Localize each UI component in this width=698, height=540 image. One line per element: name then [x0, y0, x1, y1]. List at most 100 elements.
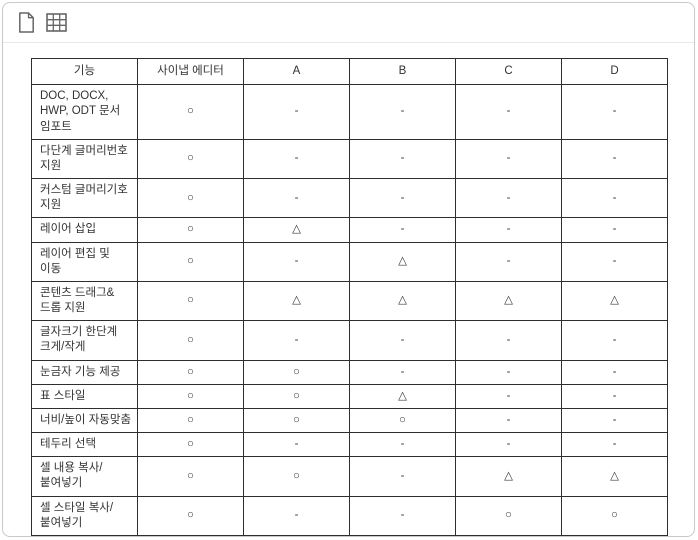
comparison-table-body: DOC, DOCX, HWP, ODT 문서 임포트 ○ - - - - 다단계 글머리번호…	[31, 84, 668, 536]
support-symbol-cell[interactable]: △	[349, 383, 456, 409]
feature-name-cell[interactable]: 글자크기 한단계 크게/작게	[31, 320, 138, 361]
support-symbol-cell[interactable]: ○	[243, 407, 350, 434]
support-symbol-cell[interactable]: -	[561, 432, 668, 458]
support-symbol-cell[interactable]: -	[243, 178, 350, 219]
table-row: 표 스타일 ○ ○ △ - -	[31, 383, 668, 409]
support-symbol-cell[interactable]: -	[243, 320, 350, 361]
support-symbol-cell[interactable]: ○	[137, 138, 244, 180]
support-symbol-cell[interactable]: -	[349, 320, 456, 361]
support-symbol-cell[interactable]: -	[349, 456, 456, 497]
support-symbol-cell[interactable]: -	[561, 383, 668, 409]
feature-name-cell[interactable]: 표 스타일	[31, 383, 138, 409]
table-grid-icon	[45, 13, 67, 32]
feature-name-cell[interactable]: 커스텀 글머리기호 지원	[31, 178, 138, 219]
support-symbol-cell[interactable]: -	[243, 138, 350, 180]
new-document-button[interactable]	[11, 8, 41, 38]
support-symbol-cell[interactable]: ○	[137, 495, 244, 536]
support-symbol-cell[interactable]: △	[561, 456, 668, 497]
feature-name-cell[interactable]: 너비/높이 자동맞춤	[31, 407, 138, 434]
support-symbol-cell[interactable]: △	[349, 280, 456, 322]
support-symbol-cell[interactable]: -	[243, 84, 350, 140]
column-header-d[interactable]: D	[561, 57, 668, 86]
support-symbol-cell[interactable]: -	[243, 495, 350, 536]
support-symbol-cell[interactable]: ○	[137, 217, 244, 243]
table-row: 레이어 편집 및 이동 ○ - △ - -	[31, 241, 668, 282]
support-symbol-cell[interactable]: △	[349, 241, 456, 282]
column-header-a[interactable]: A	[243, 57, 350, 86]
support-symbol-cell[interactable]: -	[561, 320, 668, 361]
feature-name-cell[interactable]: 테두리 선택	[31, 432, 138, 458]
support-symbol-cell[interactable]: -	[561, 241, 668, 282]
support-symbol-cell[interactable]: ○	[137, 432, 244, 458]
support-symbol-cell[interactable]: -	[455, 241, 562, 282]
support-symbol-cell[interactable]: △	[243, 217, 350, 243]
table-row: 셀 스타일 복사/붙여넣기 ○ - - ○ ○	[31, 495, 668, 536]
support-symbol-cell[interactable]: ○	[561, 495, 668, 536]
support-symbol-cell[interactable]: △	[243, 280, 350, 322]
support-symbol-cell[interactable]: -	[243, 432, 350, 458]
support-symbol-cell[interactable]: △	[455, 280, 562, 322]
support-symbol-cell[interactable]: ○	[137, 383, 244, 409]
support-symbol-cell[interactable]: -	[455, 138, 562, 180]
support-symbol-cell[interactable]: -	[349, 217, 456, 243]
support-symbol-cell[interactable]: ○	[137, 359, 244, 385]
table-row: 셀 내용 복사/붙여넣기 ○ ○ - △ △	[31, 456, 668, 497]
support-symbol-cell[interactable]: ○	[137, 456, 244, 497]
feature-comparison-table: 기능 사이냅 에디터 A B C D DOC, DOCX, HWP, ODT 문…	[31, 57, 668, 536]
support-symbol-cell[interactable]: ○	[137, 178, 244, 219]
support-symbol-cell[interactable]: -	[455, 432, 562, 458]
support-symbol-cell[interactable]: -	[349, 138, 456, 180]
feature-name-cell[interactable]: 셀 내용 복사/붙여넣기	[31, 456, 138, 497]
support-symbol-cell[interactable]: -	[349, 178, 456, 219]
table-header-row: 기능 사이냅 에디터 A B C D	[31, 57, 668, 86]
feature-name-cell[interactable]: 콘텐츠 드래그&드롭 지원	[31, 280, 138, 322]
feature-name-cell[interactable]: 셀 스타일 복사/붙여넣기	[31, 495, 138, 536]
support-symbol-cell[interactable]: -	[561, 407, 668, 434]
support-symbol-cell[interactable]: ○	[137, 241, 244, 282]
support-symbol-cell[interactable]: ○	[243, 359, 350, 385]
support-symbol-cell[interactable]: -	[455, 407, 562, 434]
support-symbol-cell[interactable]: -	[455, 178, 562, 219]
support-symbol-cell[interactable]: -	[455, 84, 562, 140]
support-symbol-cell[interactable]: ○	[137, 320, 244, 361]
column-header-feature[interactable]: 기능	[31, 57, 138, 86]
support-symbol-cell[interactable]: ○	[349, 407, 456, 434]
column-header-c[interactable]: C	[455, 57, 562, 86]
support-symbol-cell[interactable]: ○	[137, 407, 244, 434]
feature-name-cell[interactable]: 눈금자 기능 제공	[31, 359, 138, 385]
support-symbol-cell[interactable]: ○	[137, 280, 244, 322]
support-symbol-cell[interactable]: ○	[243, 456, 350, 497]
column-header-b[interactable]: B	[349, 57, 456, 86]
table-row: 콘텐츠 드래그&드롭 지원 ○ △ △ △ △	[31, 280, 668, 322]
editor-toolbar	[3, 3, 694, 43]
feature-name-cell[interactable]: 레이어 편집 및 이동	[31, 241, 138, 282]
column-header-synap-editor[interactable]: 사이냅 에디터	[137, 57, 244, 86]
support-symbol-cell[interactable]: ○	[243, 383, 350, 409]
document-canvas[interactable]: 기능 사이냅 에디터 A B C D DOC, DOCX, HWP, ODT 문…	[3, 43, 694, 536]
support-symbol-cell[interactable]: -	[243, 241, 350, 282]
support-symbol-cell[interactable]: -	[455, 217, 562, 243]
support-symbol-cell[interactable]: -	[349, 495, 456, 536]
feature-name-cell[interactable]: 레이어 삽입	[31, 217, 138, 243]
support-symbol-cell[interactable]: -	[349, 359, 456, 385]
table-row: 너비/높이 자동맞춤 ○ ○ ○ - -	[31, 407, 668, 434]
support-symbol-cell[interactable]: -	[561, 178, 668, 219]
support-symbol-cell[interactable]: -	[349, 432, 456, 458]
support-symbol-cell[interactable]: -	[349, 84, 456, 140]
support-symbol-cell[interactable]: -	[455, 359, 562, 385]
support-symbol-cell[interactable]: -	[561, 84, 668, 140]
support-symbol-cell[interactable]: ○	[455, 495, 562, 536]
table-row: 다단계 글머리번호 지원 ○ - - - -	[31, 138, 668, 180]
support-symbol-cell[interactable]: △	[561, 280, 668, 322]
support-symbol-cell[interactable]: -	[561, 138, 668, 180]
support-symbol-cell[interactable]: -	[561, 359, 668, 385]
feature-name-cell[interactable]: 다단계 글머리번호 지원	[31, 138, 138, 180]
insert-table-button[interactable]	[41, 8, 71, 38]
feature-name-cell[interactable]: DOC, DOCX, HWP, ODT 문서 임포트	[31, 84, 138, 140]
support-symbol-cell[interactable]: -	[561, 217, 668, 243]
support-symbol-cell[interactable]: ○	[137, 84, 244, 140]
support-symbol-cell[interactable]: -	[455, 320, 562, 361]
support-symbol-cell[interactable]: -	[455, 383, 562, 409]
support-symbol-cell[interactable]: △	[455, 456, 562, 497]
